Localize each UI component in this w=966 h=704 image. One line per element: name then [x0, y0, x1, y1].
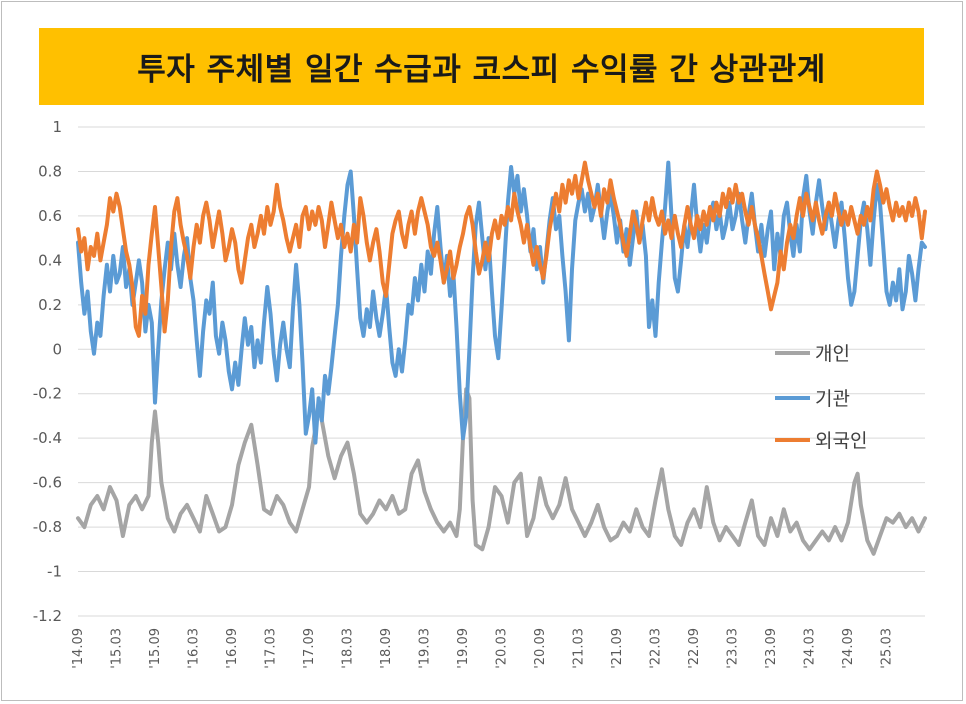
x-tick-label: '22.09 [687, 628, 702, 669]
x-tick-label: '24.03 [803, 628, 818, 669]
y-tick-label: -0.4 [33, 429, 62, 447]
x-tick-label: '19.09 [456, 628, 471, 669]
y-tick-label: 0.8 [38, 162, 62, 180]
series-line-3 [76, 160, 927, 338]
x-tick-label: '21.09 [610, 628, 625, 669]
x-tick-label: '19.03 [418, 628, 433, 669]
x-tick-label: '15.03 [110, 628, 125, 669]
x-tick-label: '22.03 [649, 628, 664, 669]
x-tick-label: '16.09 [225, 628, 240, 669]
y-axis-ticks: 1 0.8 0.6 0.4 0.2 0 -0.2 -0.4 -0.6 -0.8 -1 -1.2 [33, 118, 62, 625]
y-tick-label: 0.6 [38, 207, 62, 225]
x-tick-label: '14.09 [71, 628, 86, 669]
x-tick-label: '15.09 [148, 628, 163, 669]
y-tick-label: -0.2 [33, 385, 62, 403]
y-tick-label: 1 [52, 118, 62, 136]
y-tick-label: 0.4 [38, 251, 62, 269]
title-banner: 투자 주체별 일간 수급과 코스피 수익률 간 상관관계 [39, 28, 924, 105]
y-tick-label: -0.8 [33, 518, 62, 536]
series-line-1 [76, 387, 927, 556]
legend-label: 외국인 [815, 430, 867, 452]
x-tick-label: '17.03 [264, 628, 279, 669]
x-tick-label: '17.09 [302, 628, 317, 669]
x-tick-label: '18.03 [341, 628, 356, 669]
y-tick-label: 0 [52, 340, 62, 358]
y-tick-label: -1 [47, 563, 62, 581]
y-tick-label: 0.2 [38, 296, 62, 314]
x-tick-label: '25.03 [880, 628, 895, 669]
y-tick-label: -1.2 [33, 607, 62, 625]
x-tick-label: '16.03 [187, 628, 202, 669]
legend-label: 개인 [815, 343, 850, 365]
x-tick-label: '21.03 [572, 628, 587, 669]
series-lines [76, 160, 927, 556]
chart-title: 투자 주체별 일간 수급과 코스피 수익률 간 상관관계 [137, 52, 826, 88]
x-tick-label: '24.09 [841, 628, 856, 669]
series-line-2 [76, 160, 927, 445]
y-tick-label: -0.6 [33, 474, 62, 492]
x-tick-label: '23.09 [764, 628, 779, 669]
x-tick-label: '20.03 [495, 628, 510, 669]
x-tick-label: '18.09 [379, 628, 394, 669]
legend-label: 기관 [815, 388, 850, 410]
x-axis-ticks: '14.09 '15.03 '15.09 '16.03 '16.09 '17.03 '17.… [71, 628, 895, 669]
x-tick-label: '23.03 [726, 628, 741, 669]
x-tick-label: '20.09 [533, 628, 548, 669]
